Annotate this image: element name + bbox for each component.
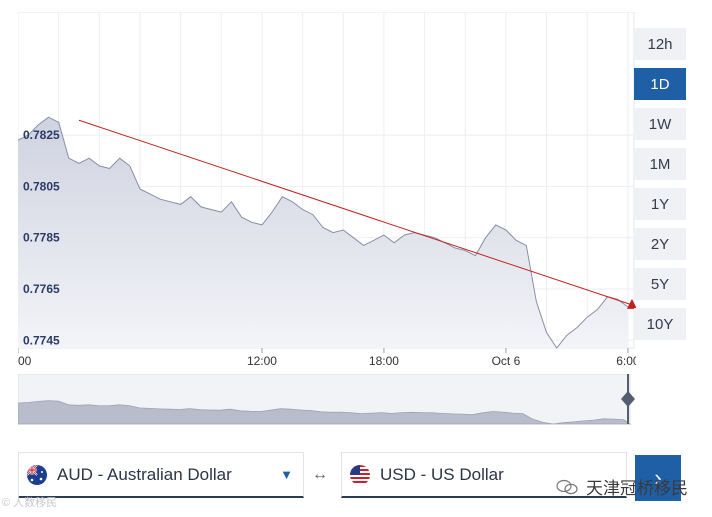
- range-2y-button[interactable]: 2Y: [634, 228, 686, 260]
- convert-arrow-button[interactable]: ›: [635, 455, 681, 501]
- range-navigator[interactable]: [18, 374, 638, 428]
- y-tick-label: 0.7785: [23, 231, 60, 245]
- series-line: [18, 116, 629, 349]
- trendline-arrow-icon: [626, 298, 636, 309]
- exchange-rate-chart: 0.7825 0.7805 0.7785 0.7765 0.7745 00 12:00 18:…: [18, 12, 636, 368]
- navigator-area: [18, 400, 632, 425]
- wechat-icon: [556, 479, 578, 494]
- x-tick-label: 00: [18, 354, 32, 368]
- watermark-right: 天津冠桥移民: [556, 474, 688, 499]
- x-tick-label: 12:00: [247, 354, 277, 368]
- y-tick-label: 0.7765: [23, 282, 60, 296]
- chart-svg: 0.7825 0.7805 0.7785 0.7765 0.7745 00 12:00 18:…: [18, 12, 636, 368]
- navigator-handle-icon[interactable]: [621, 391, 635, 407]
- australia-flag-icon: [27, 464, 47, 485]
- series-area: [18, 117, 628, 348]
- watermark-left: © 人数移民: [2, 497, 58, 509]
- y-tick-label: 0.7805: [23, 179, 60, 193]
- trendline: [78, 119, 633, 306]
- to-currency-label: USD - US Dollar: [380, 464, 504, 484]
- range-12h-button[interactable]: 12h: [634, 28, 686, 60]
- range-1w-button[interactable]: 1W: [634, 108, 686, 140]
- x-tick-label: 6:00: [616, 354, 636, 368]
- watermark-right-text: 天津冠桥移民: [586, 479, 688, 499]
- y-tick-label: 0.7745: [23, 333, 60, 347]
- to-currency-select[interactable]: USD - US Dollar: [341, 452, 627, 498]
- range-selector: 12h 1D 1W 1M 1Y 2Y 5Y 10Y: [634, 28, 686, 348]
- from-currency-label: AUD - Australian Dollar: [57, 464, 232, 484]
- range-5y-button[interactable]: 5Y: [634, 268, 686, 300]
- y-tick-label: 0.7825: [23, 128, 60, 142]
- dropdown-caret-icon: ▼: [280, 467, 293, 482]
- from-currency-select[interactable]: AUD - Australian Dollar ▼: [18, 452, 304, 498]
- range-1m-button[interactable]: 1M: [634, 148, 686, 180]
- range-10y-button[interactable]: 10Y: [634, 308, 686, 340]
- x-tick-label: 18:00: [369, 354, 399, 368]
- x-tick-label: Oct 6: [492, 354, 521, 368]
- us-flag-icon: [350, 464, 370, 485]
- swap-currencies-icon[interactable]: ↔: [312, 466, 328, 483]
- range-1d-button[interactable]: 1D: [634, 68, 686, 100]
- arrow-right-icon: ›: [654, 465, 662, 490]
- range-1y-button[interactable]: 1Y: [634, 188, 686, 220]
